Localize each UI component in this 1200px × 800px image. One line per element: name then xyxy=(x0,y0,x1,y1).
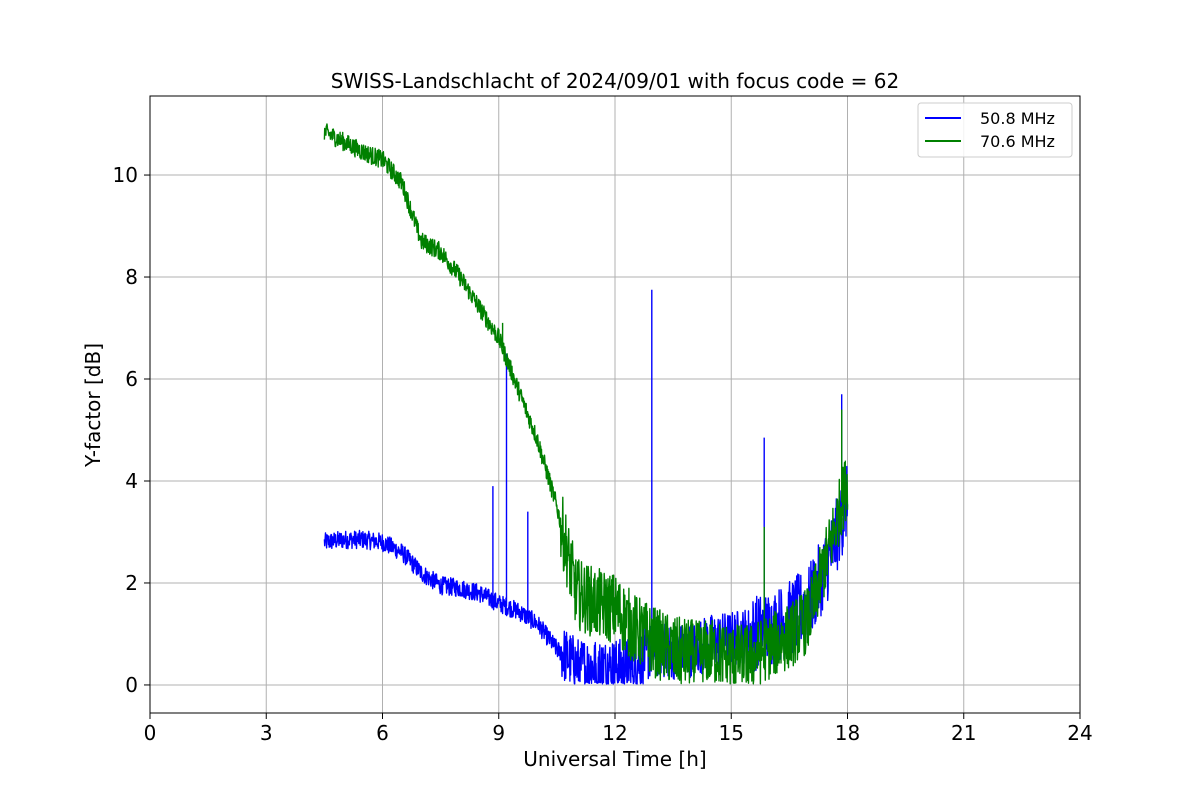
x-tick-label: 12 xyxy=(602,721,627,745)
series-line xyxy=(323,123,849,685)
series-line xyxy=(323,289,849,685)
x-tick-label: 3 xyxy=(260,721,273,745)
x-tick-label: 15 xyxy=(719,721,744,745)
x-tick-label: 6 xyxy=(376,721,389,745)
y-tick-label: 4 xyxy=(125,469,138,493)
chart-title: SWISS-Landschlacht of 2024/09/01 with fo… xyxy=(331,69,899,93)
x-axis: 0 3 6 9 12 15 18 21 24 xyxy=(144,713,1093,745)
x-tick-label: 18 xyxy=(835,721,860,745)
y-tick-label: 8 xyxy=(125,265,138,289)
series-layer xyxy=(323,123,849,685)
x-axis-title: Universal Time [h] xyxy=(523,747,706,771)
y-axis: 0 2 4 6 8 10 xyxy=(113,163,150,697)
x-tick-label: 0 xyxy=(144,721,157,745)
x-tick-label: 21 xyxy=(951,721,976,745)
y-axis-title: Y-factor [dB] xyxy=(81,343,105,468)
y-tick-label: 10 xyxy=(113,163,138,187)
x-tick-label: 24 xyxy=(1067,721,1092,745)
legend-label-70-6: 70.6 MHz xyxy=(980,132,1055,151)
x-tick-label: 9 xyxy=(492,721,505,745)
legend-box xyxy=(917,102,1073,158)
legend-label-50-8: 50.8 MHz xyxy=(980,109,1055,128)
legend: 50.8 MHz 70.6 MHz xyxy=(917,102,1073,158)
y-tick-label: 0 xyxy=(125,673,138,697)
y-tick-label: 2 xyxy=(125,571,138,595)
y-tick-label: 6 xyxy=(125,367,138,391)
